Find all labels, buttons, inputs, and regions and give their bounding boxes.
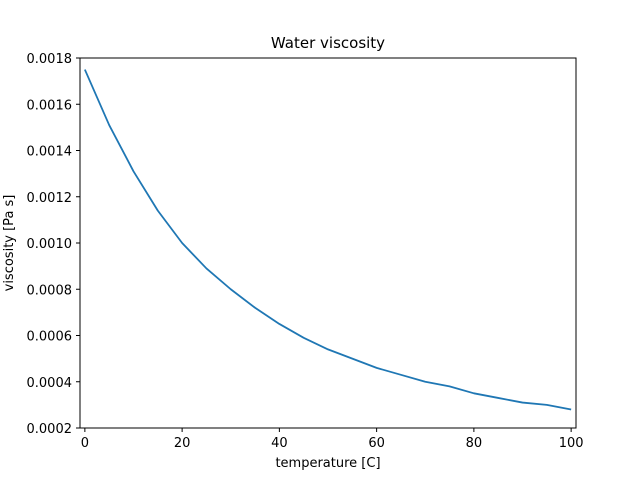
- plot-frame: [79, 57, 577, 429]
- x-axis-label: temperature [C]: [275, 456, 380, 471]
- x-tick-label: 60: [368, 436, 385, 451]
- x-tick-label: 80: [466, 436, 483, 451]
- chart-title: Water viscosity: [271, 34, 385, 52]
- y-tick-label: 0.0004: [27, 376, 73, 391]
- y-tick-label: 0.0010: [27, 237, 73, 252]
- series-line: [84, 69, 572, 411]
- y-tick-label: 0.0006: [27, 330, 73, 345]
- y-tick-label: 0.0014: [27, 145, 73, 160]
- x-tick-label: 0: [81, 436, 89, 451]
- y-tick-label: 0.0002: [27, 422, 73, 437]
- y-tick-label: 0.0016: [27, 98, 73, 113]
- y-tick-label: 0.0018: [27, 52, 73, 67]
- x-tick-label: 40: [271, 436, 288, 451]
- x-tick-label: 20: [174, 436, 191, 451]
- series-layer: [84, 69, 572, 411]
- x-tick-label: 100: [559, 436, 584, 451]
- y-tick-label: 0.0008: [27, 283, 73, 298]
- x-axis-ticks: 0 20 40 60 80 100: [81, 428, 584, 451]
- y-axis-ticks: 0.0002 0.0004 0.0006 0.0008 0.0010 0.0012 0.00…: [27, 52, 80, 437]
- y-tick-label: 0.0012: [27, 191, 73, 206]
- y-axis-label: viscosity [Pa s]: [2, 195, 17, 292]
